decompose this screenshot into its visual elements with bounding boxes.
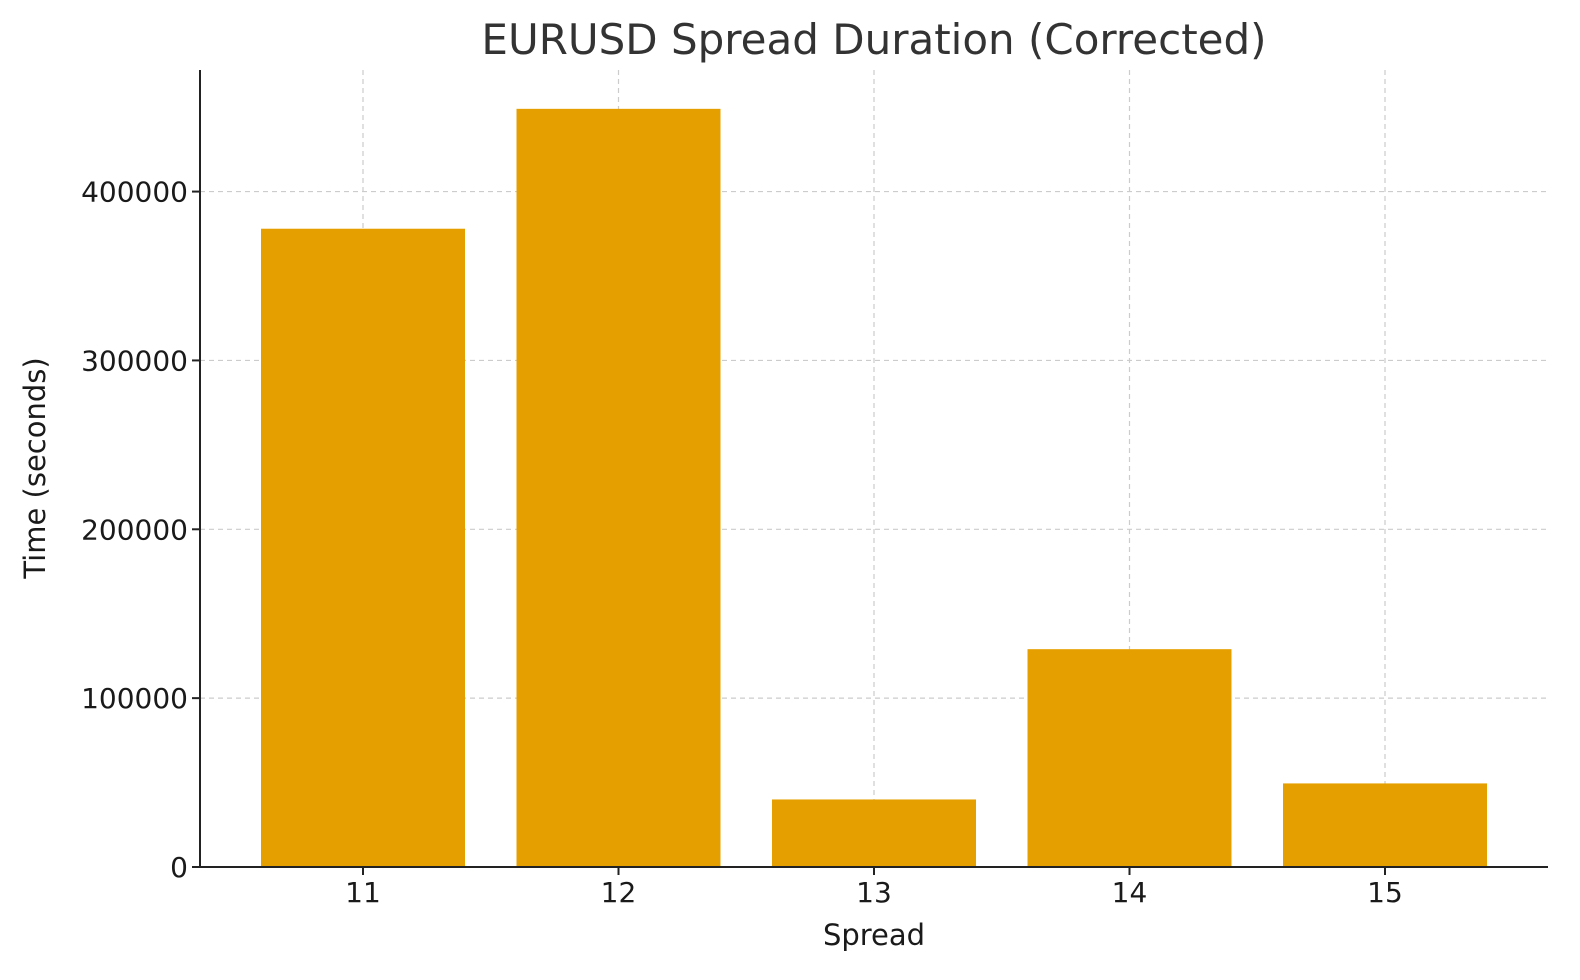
x-tick-label: 13 — [856, 876, 892, 909]
bar-15 — [1283, 783, 1487, 867]
y-tick-label: 0 — [170, 851, 188, 884]
x-tick-label: 14 — [1112, 876, 1148, 909]
y-tick-label: 100000 — [81, 682, 188, 715]
x-tick-label: 11 — [345, 876, 381, 909]
bar-13 — [772, 799, 976, 867]
bars — [261, 108, 1487, 868]
y-tick-label: 300000 — [81, 344, 188, 377]
y-axis-title: Time (seconds) — [18, 357, 52, 579]
ticks: 0 100000 200000 300000 400000 11 12 13 14 15 — [81, 176, 1403, 909]
y-tick-label: 200000 — [81, 513, 188, 546]
chart-title: EURUSD Spread Duration (Corrected) — [481, 15, 1266, 64]
x-tick-label: 12 — [601, 876, 637, 909]
x-axis-title: Spread — [823, 918, 925, 952]
bar-14 — [1027, 649, 1232, 867]
x-tick-label: 15 — [1367, 876, 1403, 909]
bar-11 — [261, 228, 465, 867]
y-tick-label: 400000 — [81, 176, 188, 209]
bar-12 — [516, 108, 721, 868]
